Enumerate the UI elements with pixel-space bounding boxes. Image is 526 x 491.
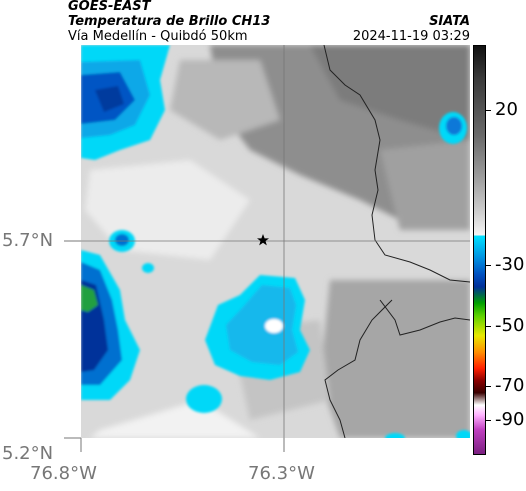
- lon-tick-76.8W: 76.8°W: [30, 465, 97, 483]
- colorbar-tick-mark-neg30: [486, 265, 491, 266]
- colorbar-tick-neg30: -30: [495, 256, 524, 274]
- lat-tick-5.2N: 5.2°N: [2, 445, 53, 463]
- colorbar-tick-20: 20: [495, 101, 518, 119]
- colorbar-tick-mark-neg70: [486, 386, 491, 387]
- colorbar-tick-mark-20: [486, 110, 491, 111]
- colorbar-tick-mark-neg50: [486, 326, 491, 327]
- temperature-colorbar: [473, 45, 486, 455]
- colorbar-tick-neg90: -90: [495, 411, 524, 429]
- lat-tick-5.7N: 5.7°N: [2, 232, 53, 250]
- colorbar-tick-mark-neg90: [486, 420, 491, 421]
- colorbar-tick-neg50: -50: [495, 317, 524, 335]
- colorbar-tick-neg70: -70: [495, 377, 524, 395]
- lon-tick-76.3W: 76.3°W: [248, 465, 315, 483]
